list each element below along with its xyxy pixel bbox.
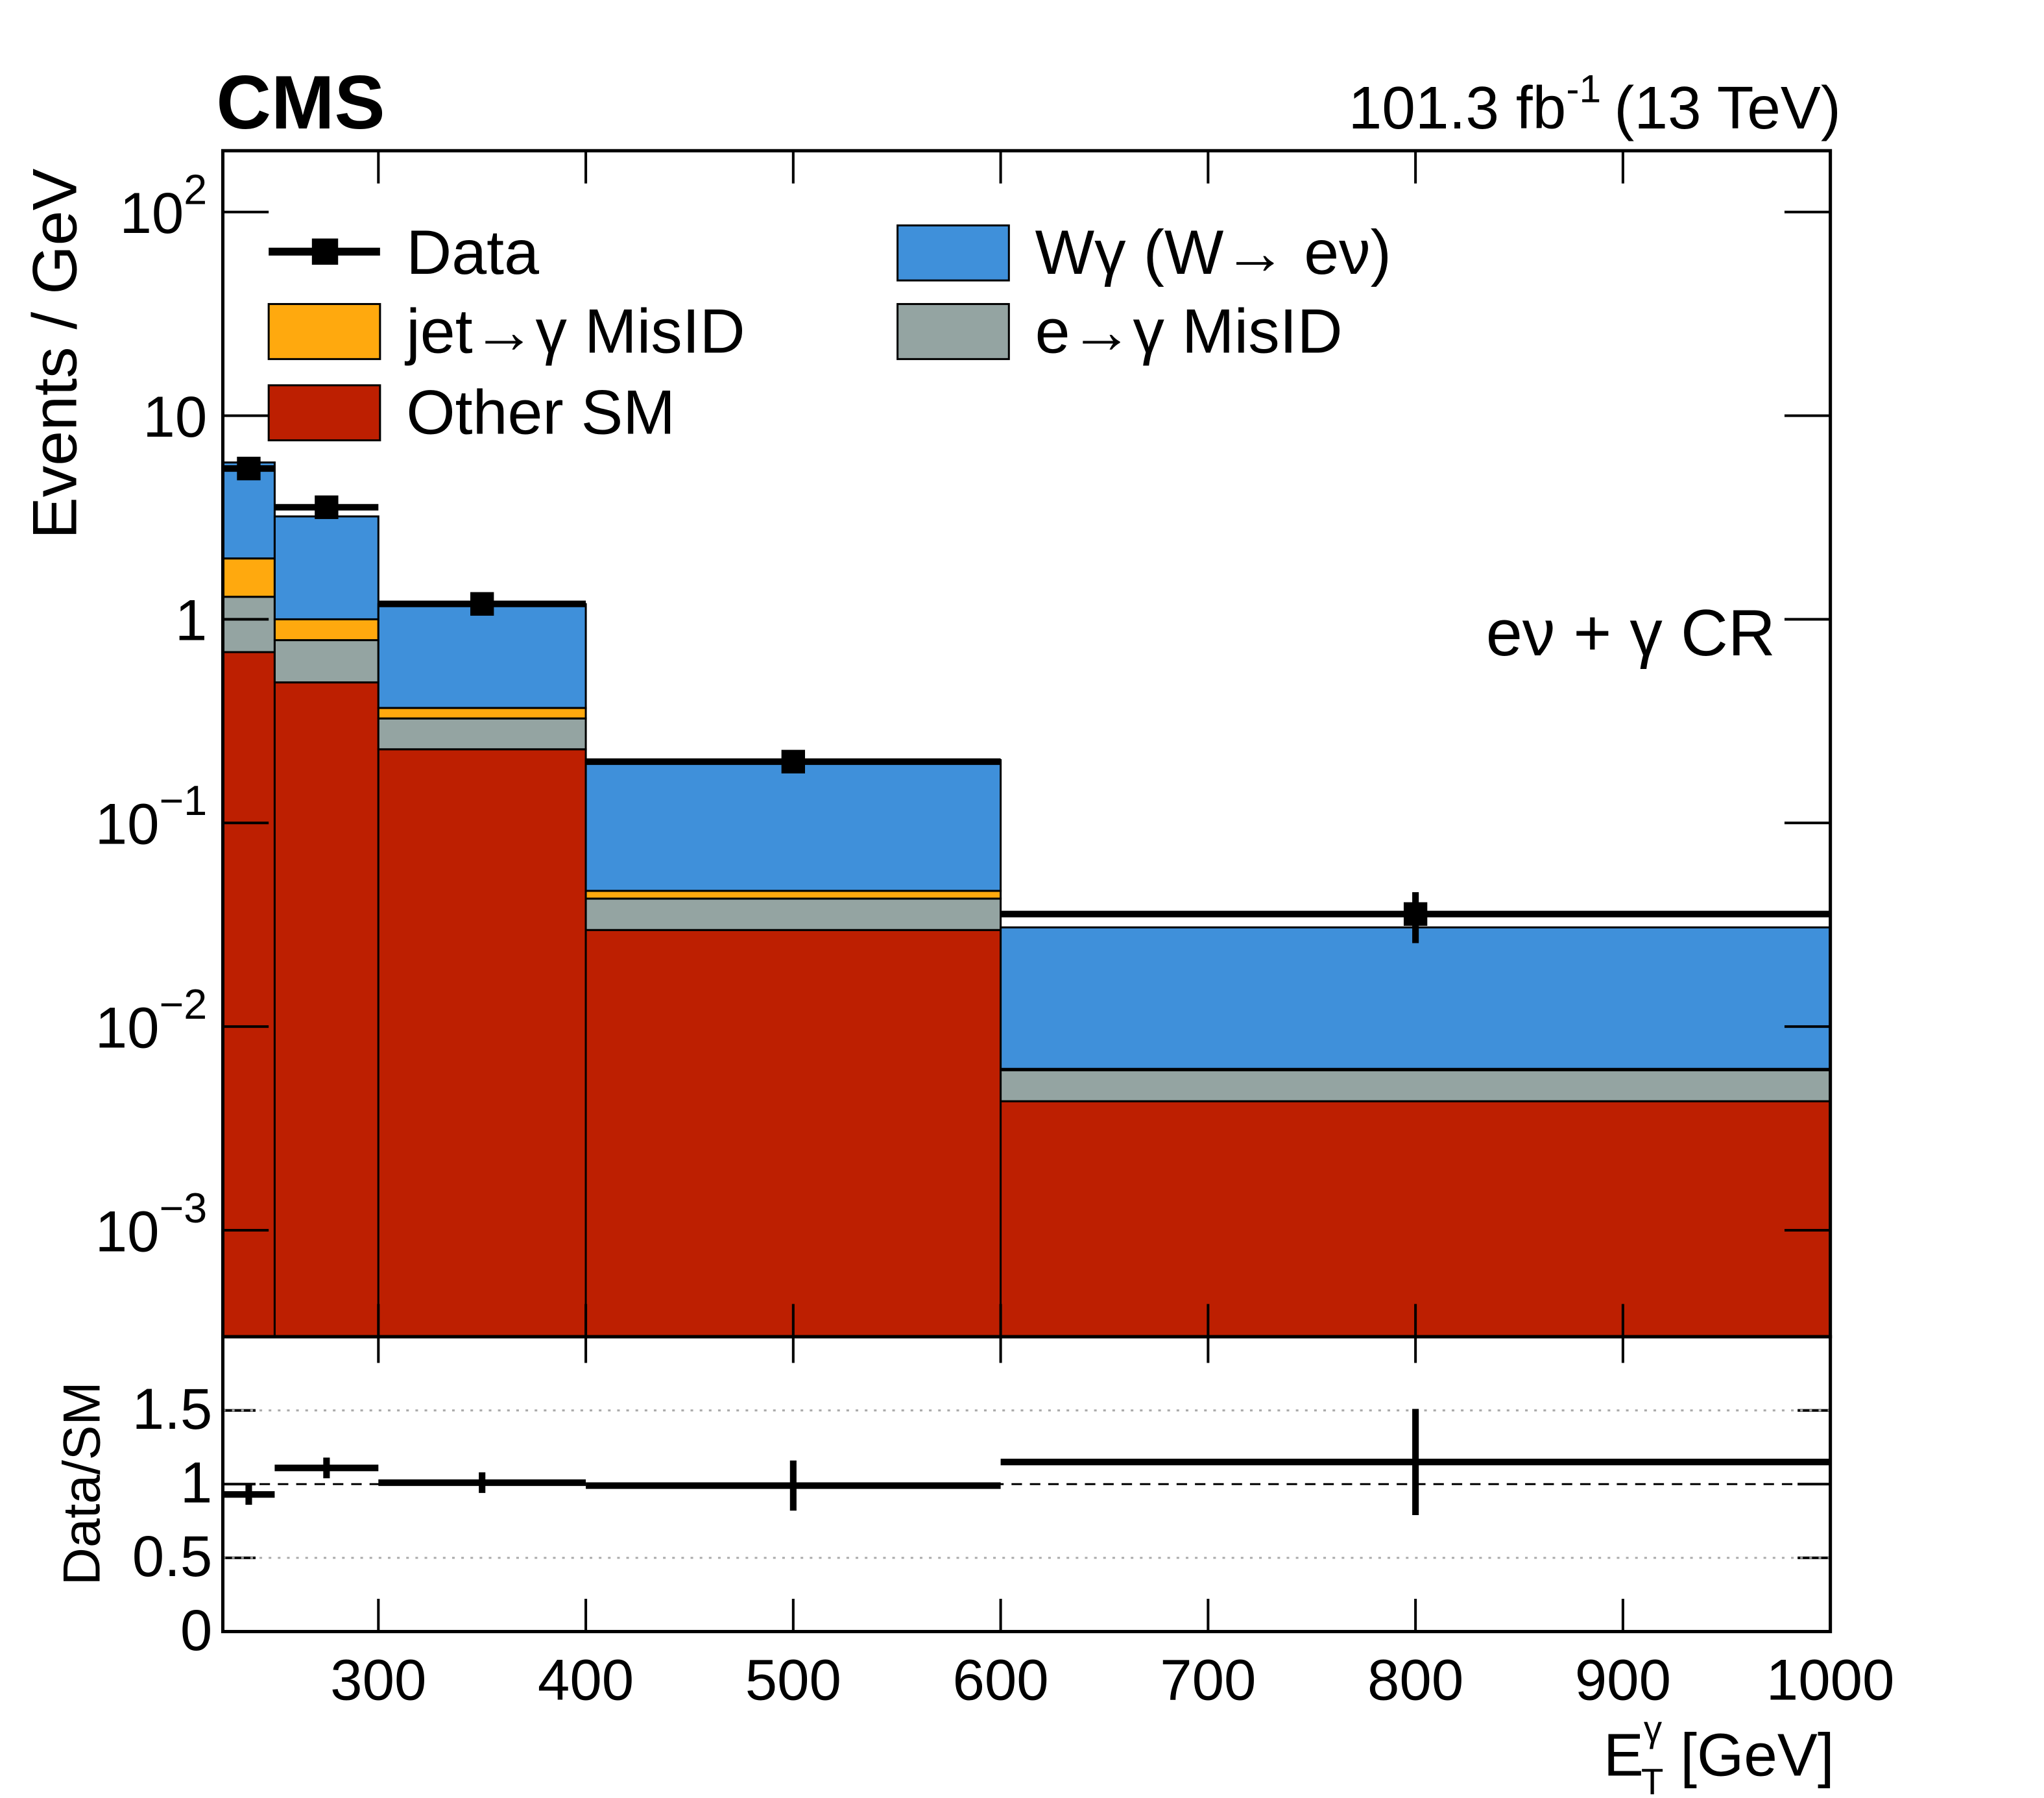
ratio-y-tick-label: 1.5 (132, 1377, 213, 1441)
stack-bar (273, 515, 379, 620)
legend-swatch (896, 303, 1010, 360)
data-point (470, 592, 494, 616)
data-point (781, 749, 806, 773)
x-tick-label: 300 (330, 1648, 426, 1712)
y-tick-exp: −2 (160, 981, 208, 1028)
y-tick-base: 10 (95, 995, 160, 1060)
stack-bar (377, 707, 587, 720)
stack-bar (377, 748, 587, 1338)
y-tick-label: 10−2 (95, 981, 208, 1060)
y-axis-label: Events / GeV (19, 168, 90, 539)
stack-bar (273, 618, 379, 642)
lumi-label: 101.3 fb-1 (13 TeV) (1349, 67, 1841, 141)
y-tick-base: 10 (95, 1199, 160, 1263)
x-label-sup: γ (1644, 1708, 1663, 1749)
stack-bar (584, 759, 1002, 892)
y-tick-base: 10 (95, 792, 160, 856)
y-tick-label: 102 (119, 167, 207, 245)
legend-data-marker (311, 238, 339, 265)
legend-label: Wγ (W→ eν) (1035, 217, 1391, 287)
stack-bar (584, 890, 1002, 900)
stack-bar (273, 639, 379, 684)
ratio-y-tick-label: 0 (180, 1598, 212, 1662)
ratio-y-tick-label: 1 (180, 1451, 212, 1515)
stack-bar (377, 717, 587, 751)
legend-label: Data (406, 217, 539, 287)
stack-bar (377, 603, 587, 709)
y-tick-label: 10−3 (95, 1185, 208, 1263)
stack-bar (1000, 926, 1832, 1070)
x-tick-label: 600 (952, 1648, 1048, 1712)
x-axis-label: Eγ T [GeV] (1604, 1708, 1834, 1798)
y-tick-exp: −1 (160, 777, 208, 824)
legend-swatch (267, 303, 381, 360)
stack-bar (584, 929, 1002, 1338)
y-tick-exp: 2 (184, 167, 207, 213)
stack-bar (1000, 1100, 1832, 1338)
stack-bar (221, 651, 276, 1338)
y-tick-base: 10 (119, 181, 184, 245)
lumi-sup: -1 (1566, 67, 1601, 111)
legend-label: jet→γ MisID (404, 295, 745, 366)
x-tick-label: 900 (1575, 1648, 1671, 1712)
legend-label: e→γ MisID (1035, 295, 1343, 366)
stack-bar (1000, 1069, 1832, 1102)
data-point (1403, 902, 1428, 926)
lumi-value: 101.3 fb (1349, 74, 1567, 141)
legend-label: Other SM (406, 377, 675, 448)
chart-title: CMS (216, 60, 385, 145)
legend-swatch (267, 384, 381, 442)
data-point (237, 456, 261, 481)
stack-bar (221, 557, 276, 598)
x-tick-label: 1000 (1766, 1648, 1895, 1712)
y-tick-label: 10 (143, 385, 207, 449)
x-tick-label: 800 (1367, 1648, 1463, 1712)
stack-bar (221, 596, 276, 653)
data-point (315, 495, 339, 519)
y-tick-exp: −3 (160, 1185, 208, 1232)
annotation: eν + γ CR (1486, 597, 1775, 670)
x-tick-label: 500 (745, 1648, 841, 1712)
y-tick-label: 1 (175, 589, 207, 653)
ratio-frame (221, 1335, 1833, 1634)
x-tick-label: 700 (1160, 1648, 1256, 1712)
x-label-main: E (1604, 1721, 1644, 1789)
lumi-energy: (13 TeV) (1614, 74, 1840, 141)
y-tick-label: 10−1 (95, 777, 208, 856)
x-tick-label: 400 (538, 1648, 634, 1712)
legend-swatch (896, 224, 1010, 282)
x-label-unit: [GeV] (1663, 1721, 1834, 1789)
stack-bar (273, 681, 379, 1338)
ratio-y-axis-label: Data/SM (53, 1381, 112, 1585)
stack-bar (584, 897, 1002, 931)
ratio-y-tick-label: 0.5 (132, 1524, 213, 1588)
x-label-sub: T (1641, 1761, 1664, 1798)
